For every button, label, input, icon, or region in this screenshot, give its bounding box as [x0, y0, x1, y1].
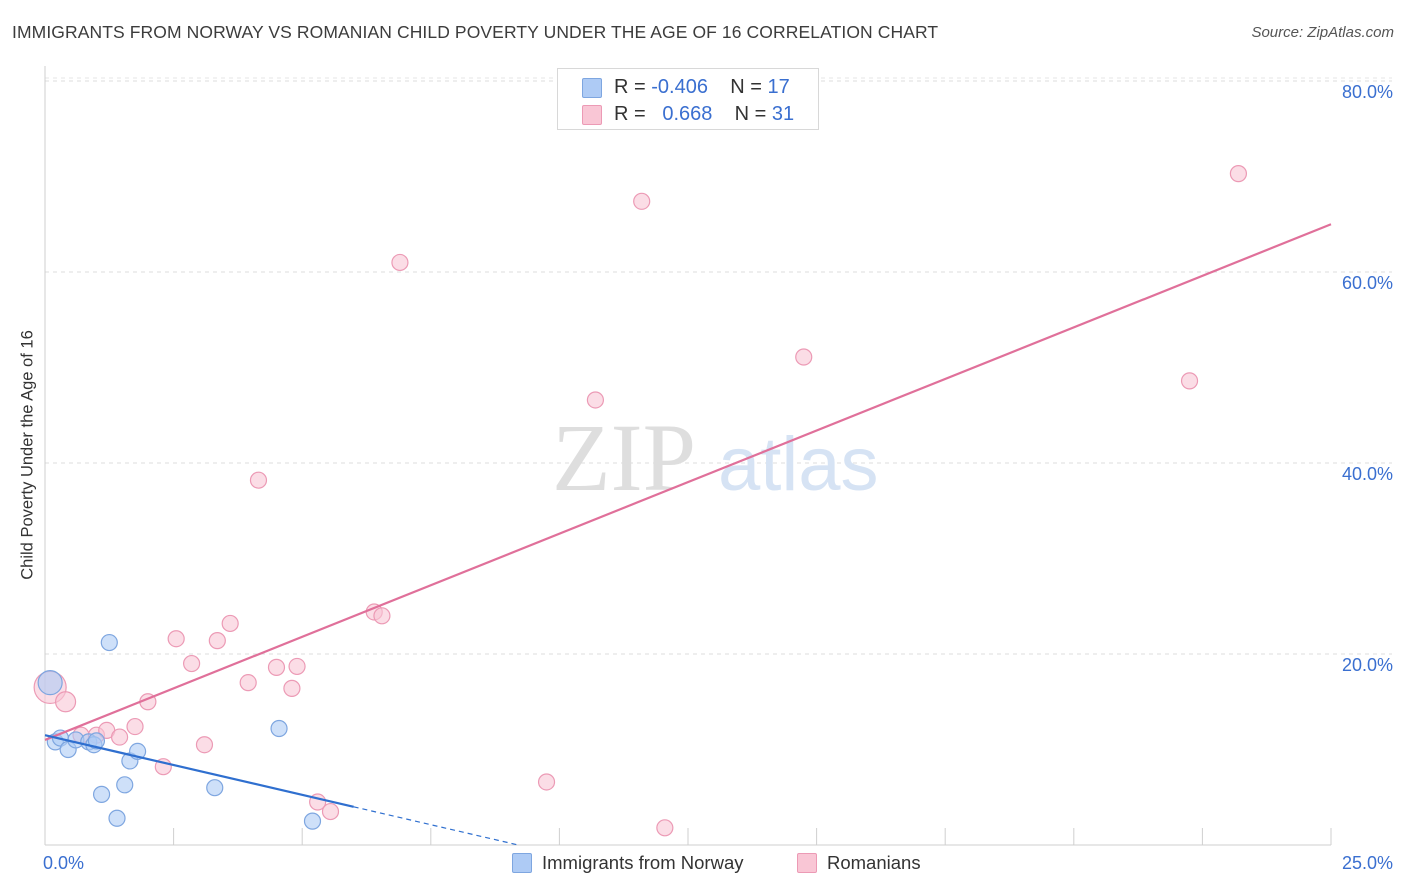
bottom-legend-swatch-romanians [797, 853, 817, 873]
point-norway [116, 776, 134, 794]
point-norway [100, 633, 118, 652]
legend-swatch-romanians [582, 105, 602, 125]
point-romanians [239, 674, 257, 692]
grid-lines [45, 77, 1392, 655]
point-romanians [1180, 372, 1199, 390]
point-norway [303, 812, 322, 830]
x-tick-label: 25.0% [1342, 853, 1393, 873]
point-romanians [54, 691, 77, 713]
point-norway [206, 779, 224, 797]
watermark: ZIP atlas [552, 404, 879, 511]
point-romanians [288, 657, 306, 676]
point-romanians [795, 348, 813, 366]
watermark-zip: ZIP [552, 404, 696, 511]
y-tick-label: 80.0% [1342, 82, 1393, 102]
point-romanians [283, 679, 301, 697]
point-romanians [126, 717, 144, 736]
trend-lines [44, 223, 1332, 846]
legend-n-value: 31 [771, 103, 795, 125]
point-romanians [537, 773, 556, 791]
trend-line-norway-extension [353, 806, 519, 846]
y-tick-label: 20.0% [1342, 655, 1393, 675]
bottom-legend-label-romanians: Romanians [827, 852, 921, 873]
point-norway [108, 809, 126, 827]
tick-labels: 20.0% 40.0% 60.0% 80.0% 0.0% 25.0% [43, 82, 1393, 873]
point-romanians [167, 630, 185, 648]
trend-line-romanians [44, 223, 1332, 741]
legend-r-label: R = [614, 103, 646, 125]
legend-n-value: 17 [767, 76, 790, 98]
point-romanians [183, 654, 201, 673]
watermark-atlas: atlas [718, 422, 879, 507]
x-tick-label: 0.0% [43, 853, 84, 873]
data-points [33, 165, 1248, 837]
point-romanians [267, 658, 286, 676]
point-norway [87, 732, 106, 750]
source-label: Source: ZipAtlas.com [1251, 24, 1394, 41]
point-romanians [110, 728, 129, 746]
axes [44, 66, 1332, 846]
point-romanians [586, 391, 605, 409]
chart-title: IMMIGRANTS FROM NORWAY VS ROMANIAN CHILD… [12, 22, 939, 42]
point-romanians [1229, 165, 1248, 183]
legend-n-label: N = [734, 103, 767, 125]
point-romanians [195, 736, 214, 754]
point-romanians [633, 192, 651, 210]
bottom-legend-romanians: Romanians [797, 852, 921, 874]
point-romanians [391, 253, 409, 272]
legend-swatch-norway [582, 78, 602, 98]
point-norway [37, 670, 63, 696]
point-romanians [221, 614, 239, 633]
trend-line-norway [44, 734, 354, 808]
point-romanians [656, 819, 674, 837]
y-tick-label: 60.0% [1342, 273, 1393, 293]
legend-r-value: 0.668 [662, 103, 713, 125]
point-romanians [249, 471, 268, 489]
bottom-legend-label-norway: Immigrants from Norway [542, 852, 744, 873]
legend-r-label: R = [614, 76, 646, 98]
point-norway [270, 719, 288, 738]
bottom-legend-norway: Immigrants from Norway [512, 852, 743, 874]
point-romanians [373, 607, 391, 625]
point-romanians [208, 632, 226, 650]
point-romanians [321, 802, 340, 821]
legend-r-value: -0.406 [651, 76, 708, 98]
point-norway [92, 785, 111, 803]
y-tick-label: 40.0% [1342, 464, 1393, 484]
bottom-legend-swatch-norway [512, 853, 532, 873]
stats-legend: R = -0.406 N = 17 R = 0.668 N = 31 [557, 68, 819, 130]
legend-n-label: N = [730, 76, 762, 98]
